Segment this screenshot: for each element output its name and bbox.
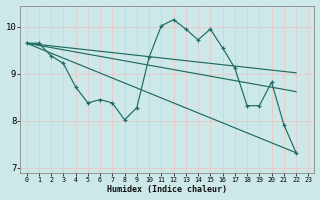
X-axis label: Humidex (Indice chaleur): Humidex (Indice chaleur) [108, 185, 228, 194]
